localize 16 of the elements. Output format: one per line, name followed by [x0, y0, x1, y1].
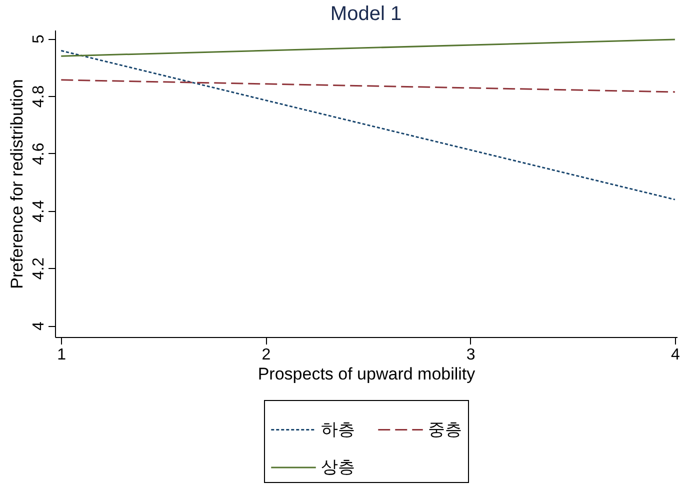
y-tick-label: 5: [30, 34, 48, 44]
y-tick-label: 4.4: [30, 200, 48, 222]
x-tick-label: 1: [57, 346, 66, 364]
y-tick-label: 4.8: [30, 85, 48, 108]
legend-label: 중층: [428, 420, 462, 439]
x-tick-label: 4: [671, 346, 680, 364]
y-tick-label: 4.2: [30, 257, 48, 280]
x-tick-label: 3: [466, 346, 476, 364]
x-axis-title: Prospects of upward mobility: [258, 364, 476, 384]
legend-label: 하층: [321, 420, 355, 439]
y-tick-label: 4.6: [30, 142, 48, 165]
x-tick-label: 2: [262, 346, 271, 364]
chart-title: Model 1: [330, 3, 402, 25]
legend-label: 상층: [321, 458, 355, 476]
y-axis-title: Preference for redistribution: [8, 79, 26, 289]
y-tick-label: 4: [30, 321, 48, 330]
